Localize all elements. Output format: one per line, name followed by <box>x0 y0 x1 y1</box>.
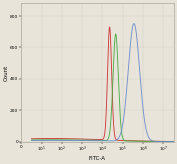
Y-axis label: Count: Count <box>4 64 8 81</box>
X-axis label: FITC-A: FITC-A <box>89 155 106 161</box>
